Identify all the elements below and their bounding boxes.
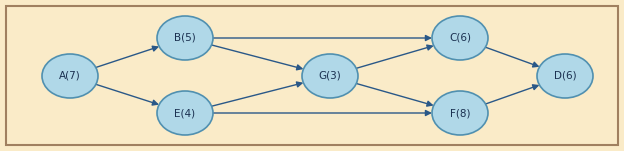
Text: G(3): G(3) xyxy=(319,71,341,81)
Ellipse shape xyxy=(157,16,213,60)
Text: B(5): B(5) xyxy=(174,33,196,43)
Ellipse shape xyxy=(432,91,488,135)
Text: D(6): D(6) xyxy=(553,71,577,81)
Ellipse shape xyxy=(42,54,98,98)
Text: F(8): F(8) xyxy=(450,108,470,118)
Text: A(7): A(7) xyxy=(59,71,81,81)
Text: C(6): C(6) xyxy=(449,33,471,43)
Ellipse shape xyxy=(432,16,488,60)
Ellipse shape xyxy=(302,54,358,98)
Ellipse shape xyxy=(537,54,593,98)
Text: E(4): E(4) xyxy=(175,108,195,118)
Ellipse shape xyxy=(157,91,213,135)
